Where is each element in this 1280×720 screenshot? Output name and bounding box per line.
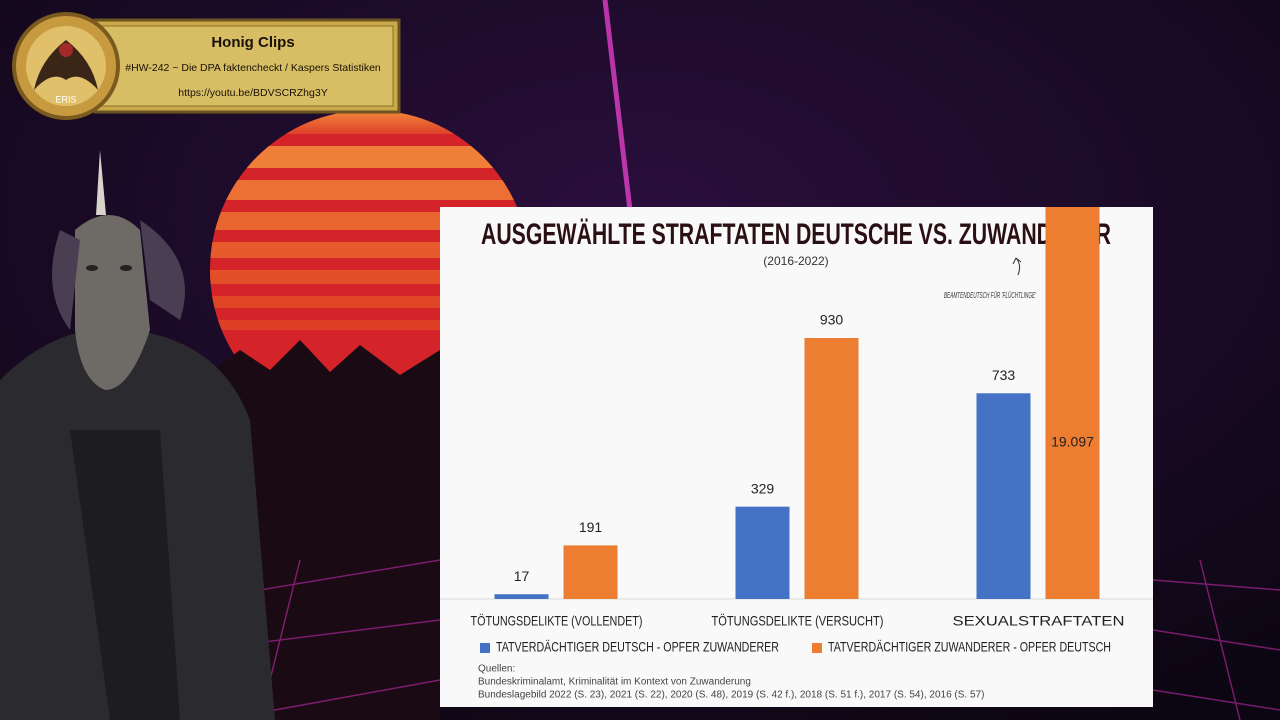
data-label: 329 xyxy=(751,480,775,496)
banner-title: Honig Clips xyxy=(211,34,294,51)
data-label: 930 xyxy=(820,312,844,328)
logo-text: ERIS xyxy=(55,94,76,104)
x-tick-label: TÖTUNGSDELIKTE (VOLLENDET) xyxy=(471,612,643,629)
bar xyxy=(804,338,859,599)
bar xyxy=(563,545,618,599)
x-tick-label: TÖTUNGSDELIKTE (VERSUCHT) xyxy=(712,612,884,629)
annotation-arrow xyxy=(1012,257,1022,276)
bar xyxy=(1045,207,1100,599)
banner-url[interactable]: https://youtu.be/BDVSCRZhg3Y xyxy=(178,87,327,99)
data-label: 19.097 xyxy=(1051,434,1094,450)
data-label: 191 xyxy=(579,519,603,535)
unicorn-character xyxy=(0,150,275,720)
data-label: 733 xyxy=(992,367,1016,383)
chart-subtitle: (2016-2022) xyxy=(763,254,828,268)
legend-swatch xyxy=(812,643,822,653)
annotation: BEAMTENDEUTSCH FÜR 'FLÜCHTLINGE' xyxy=(944,291,1036,300)
bar xyxy=(976,393,1031,599)
legend-label: TATVERDÄCHTIGER DEUTSCH - OPFER ZUWANDER… xyxy=(496,639,779,655)
channel-banner: ERIS Honig Clips #HW-242 ~ Die DPA fakte… xyxy=(12,12,401,120)
source-line: Bundeskriminalamt, Kriminalität im Konte… xyxy=(478,677,751,688)
banner-subtitle: #HW-242 ~ Die DPA faktencheckt / Kaspers… xyxy=(125,62,381,74)
bar xyxy=(494,594,549,599)
source-line: Quellen: xyxy=(478,664,515,675)
bar xyxy=(735,506,790,599)
legend-label: TATVERDÄCHTIGER ZUWANDERER - OPFER DEUTS… xyxy=(828,639,1111,655)
chart-panel xyxy=(440,207,1153,707)
data-label: 17 xyxy=(514,568,530,584)
legend-swatch xyxy=(480,643,490,653)
sun xyxy=(210,110,530,430)
plot xyxy=(494,207,1100,599)
x-tick-label: SEXUALSTRAFTATEN xyxy=(953,613,1125,629)
chart-title: AUSGEWÄHLTE STRAFTATEN DEUTSCHE VS. ZUWA… xyxy=(481,218,1111,251)
neon-beam xyxy=(602,0,633,211)
source-line: Bundeslagebild 2022 (S. 23), 2021 (S. 22… xyxy=(478,690,984,701)
